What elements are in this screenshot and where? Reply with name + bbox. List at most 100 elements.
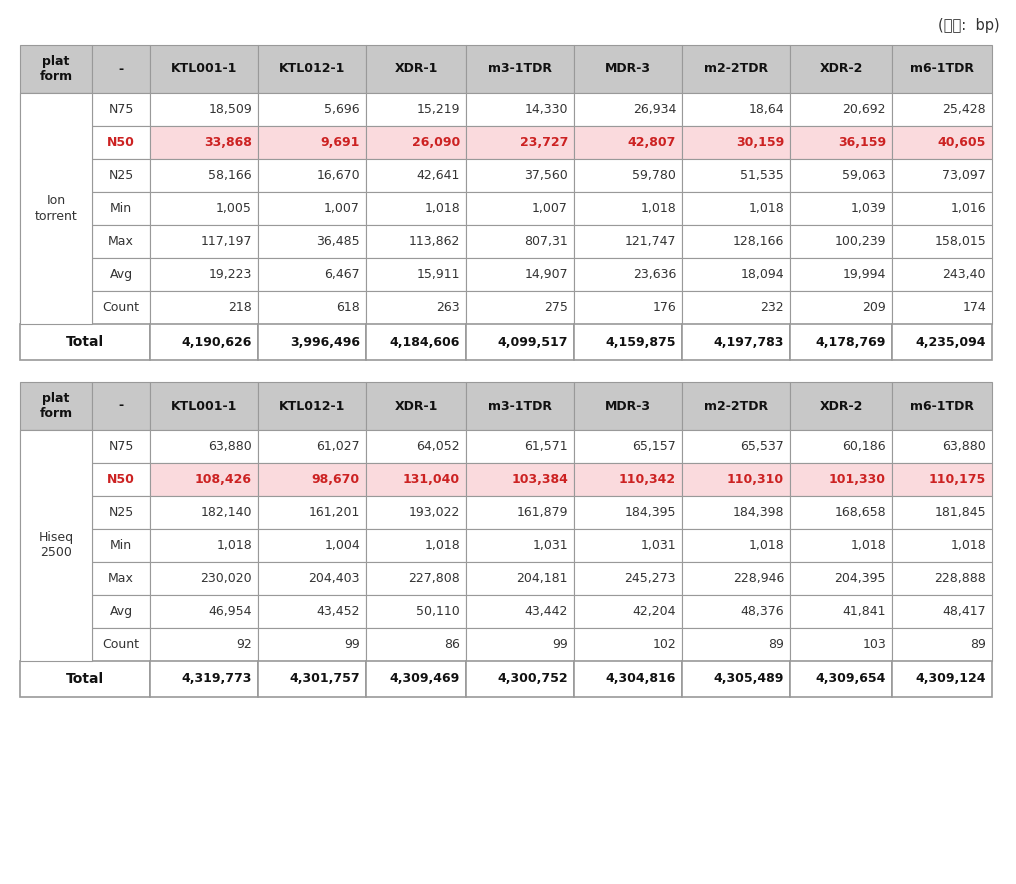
- Text: 48,376: 48,376: [741, 605, 784, 618]
- Text: 1,039: 1,039: [850, 202, 886, 215]
- Text: 1,018: 1,018: [216, 539, 252, 552]
- Text: (단위:  bp): (단위: bp): [939, 18, 1000, 33]
- Bar: [150, 382, 258, 430]
- Bar: [682, 529, 790, 562]
- Bar: [466, 661, 574, 697]
- Bar: [790, 595, 892, 628]
- Text: 46,954: 46,954: [208, 605, 252, 618]
- Text: 18,509: 18,509: [208, 103, 252, 116]
- Bar: [150, 93, 258, 126]
- Text: 1,018: 1,018: [748, 539, 784, 552]
- Text: 181,845: 181,845: [935, 506, 986, 519]
- Text: 243,40: 243,40: [943, 268, 986, 281]
- Bar: [258, 93, 366, 126]
- Text: 26,934: 26,934: [633, 103, 676, 116]
- Bar: [892, 496, 992, 529]
- Bar: [20, 496, 92, 529]
- Bar: [466, 225, 574, 258]
- Bar: [892, 192, 992, 225]
- Text: 103: 103: [863, 638, 886, 651]
- Bar: [790, 562, 892, 595]
- Bar: [682, 291, 790, 324]
- Text: 176: 176: [652, 301, 676, 314]
- Text: 63,880: 63,880: [208, 440, 252, 453]
- Bar: [790, 159, 892, 192]
- Bar: [20, 430, 92, 463]
- Bar: [366, 45, 466, 93]
- Bar: [574, 93, 682, 126]
- Bar: [892, 661, 992, 697]
- Text: 1,031: 1,031: [532, 539, 568, 552]
- Bar: [20, 258, 92, 291]
- Text: 9,691: 9,691: [321, 136, 360, 149]
- Text: 204,181: 204,181: [516, 572, 568, 585]
- Text: 23,636: 23,636: [633, 268, 676, 281]
- Bar: [790, 45, 892, 93]
- Bar: [366, 562, 466, 595]
- Text: 263: 263: [437, 301, 460, 314]
- Bar: [366, 192, 466, 225]
- Text: N75: N75: [109, 103, 134, 116]
- Bar: [150, 595, 258, 628]
- Text: 63,880: 63,880: [942, 440, 986, 453]
- Bar: [92, 159, 150, 192]
- Bar: [150, 126, 258, 159]
- Bar: [574, 324, 682, 360]
- Bar: [466, 463, 574, 496]
- Bar: [258, 382, 366, 430]
- Text: KTL012-1: KTL012-1: [278, 400, 345, 413]
- Text: 4,099,517: 4,099,517: [498, 336, 568, 348]
- Text: 18,094: 18,094: [741, 268, 784, 281]
- Text: N50: N50: [107, 473, 135, 486]
- Text: 59,780: 59,780: [632, 169, 676, 182]
- Text: Max: Max: [108, 235, 134, 248]
- Bar: [574, 382, 682, 430]
- Bar: [466, 159, 574, 192]
- Text: Ion
torrent: Ion torrent: [35, 194, 77, 223]
- Text: 101,330: 101,330: [829, 473, 886, 486]
- Text: 99: 99: [344, 638, 360, 651]
- Text: Min: Min: [110, 539, 132, 552]
- Bar: [366, 430, 466, 463]
- Text: N75: N75: [109, 440, 134, 453]
- Text: 618: 618: [336, 301, 360, 314]
- Text: MDR-3: MDR-3: [605, 400, 651, 413]
- Text: m6-1TDR: m6-1TDR: [910, 63, 974, 75]
- Bar: [258, 291, 366, 324]
- Text: 110,175: 110,175: [929, 473, 986, 486]
- Bar: [150, 159, 258, 192]
- Bar: [790, 529, 892, 562]
- Text: 4,159,875: 4,159,875: [606, 336, 676, 348]
- Text: 59,063: 59,063: [842, 169, 886, 182]
- Text: 113,862: 113,862: [408, 235, 460, 248]
- Bar: [92, 225, 150, 258]
- Bar: [92, 192, 150, 225]
- Text: 98,670: 98,670: [312, 473, 360, 486]
- Bar: [20, 628, 92, 661]
- Bar: [466, 126, 574, 159]
- Text: XDR-2: XDR-2: [819, 63, 863, 75]
- Text: 184,398: 184,398: [733, 506, 784, 519]
- Bar: [574, 661, 682, 697]
- Bar: [892, 463, 992, 496]
- Bar: [574, 225, 682, 258]
- Text: 4,309,124: 4,309,124: [915, 673, 986, 685]
- Bar: [20, 192, 92, 225]
- Text: 1,004: 1,004: [324, 539, 360, 552]
- Text: 232: 232: [760, 301, 784, 314]
- Bar: [466, 628, 574, 661]
- Text: 4,300,752: 4,300,752: [498, 673, 568, 685]
- Bar: [682, 258, 790, 291]
- Text: Avg: Avg: [110, 268, 132, 281]
- Bar: [150, 496, 258, 529]
- Bar: [892, 126, 992, 159]
- Bar: [574, 45, 682, 93]
- Text: 19,223: 19,223: [208, 268, 252, 281]
- Bar: [150, 529, 258, 562]
- Text: 14,907: 14,907: [524, 268, 568, 281]
- Bar: [150, 628, 258, 661]
- Bar: [20, 430, 92, 661]
- Bar: [366, 496, 466, 529]
- Bar: [92, 562, 150, 595]
- Bar: [790, 628, 892, 661]
